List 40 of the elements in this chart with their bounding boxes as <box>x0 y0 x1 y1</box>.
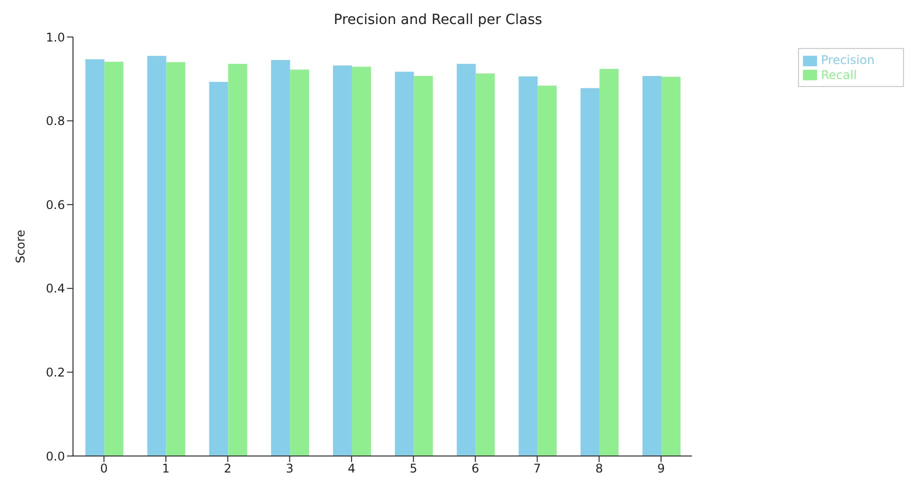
legend-label: Recall <box>821 68 857 82</box>
x-tick-label: 7 <box>533 462 542 476</box>
bar <box>642 76 662 456</box>
bar <box>394 72 414 456</box>
x-tick-label: 9 <box>657 462 665 476</box>
bar <box>271 60 290 456</box>
y-tick-label: 0.4 <box>46 282 65 296</box>
bar <box>209 82 228 456</box>
bar <box>456 64 476 456</box>
y-tick-label: 0.6 <box>46 198 65 212</box>
x-tick-label: 1 <box>162 462 170 476</box>
x-tick-label: 6 <box>472 462 480 476</box>
bar <box>104 62 124 456</box>
bar <box>518 76 538 456</box>
x-tick-label: 4 <box>348 462 356 476</box>
y-axis-title: Score <box>13 230 28 264</box>
y-tick-label: 1.0 <box>46 30 65 44</box>
bar <box>290 70 310 456</box>
x-tick-label: 2 <box>224 462 232 476</box>
x-tick-label: 5 <box>410 462 418 476</box>
bar <box>476 73 495 456</box>
x-tick-label: 0 <box>100 462 108 476</box>
bar <box>661 76 680 456</box>
bar <box>414 76 433 456</box>
bar <box>166 62 186 456</box>
bar <box>600 68 619 456</box>
y-tick-label: 0.0 <box>46 449 65 464</box>
chart-title: Precision and Recall per Class <box>332 12 544 28</box>
x-tick-label: 3 <box>286 462 294 476</box>
bar <box>580 88 600 456</box>
y-tick-label: 0.8 <box>46 114 65 128</box>
bar <box>332 65 352 456</box>
y-tick-label: 0.2 <box>46 365 65 380</box>
legend-label: Precision <box>821 53 875 67</box>
bar <box>85 59 104 456</box>
bar <box>538 86 557 456</box>
x-tick-label: 8 <box>595 462 603 476</box>
bar <box>352 66 371 456</box>
bar <box>147 56 166 456</box>
bar <box>228 64 248 456</box>
